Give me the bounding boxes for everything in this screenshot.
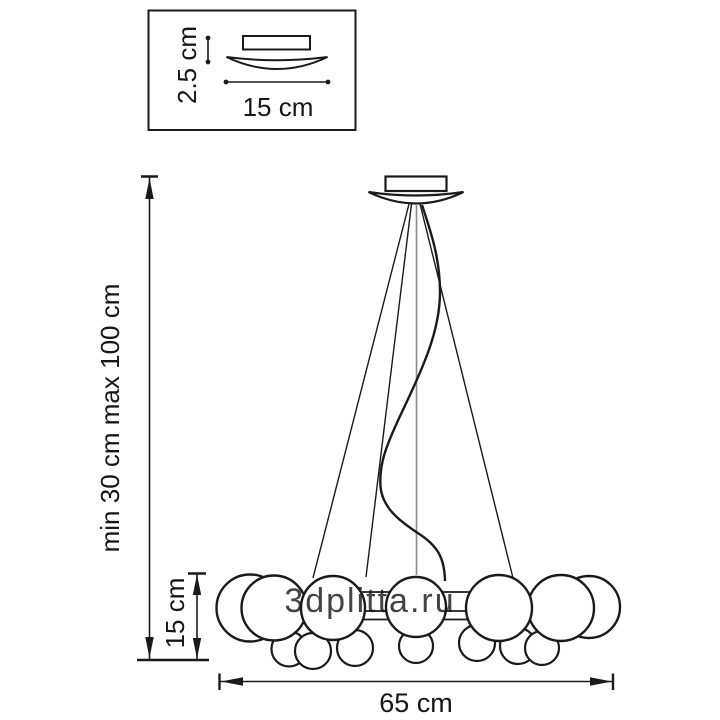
suspension-wire-left xyxy=(312,203,410,579)
glass-ball xyxy=(384,575,448,639)
suspension-wire-midleft xyxy=(365,203,413,578)
power-cord xyxy=(379,204,447,582)
canopy-base xyxy=(384,175,448,193)
width-label: 65 cm xyxy=(379,688,453,718)
inset-height-label: 2.5 cm xyxy=(172,26,202,104)
inset-height-dimension xyxy=(205,35,211,65)
glass-ball xyxy=(526,573,596,643)
inset-width-dimension xyxy=(223,79,331,85)
cluster-height-label: 15 cm xyxy=(160,578,190,649)
arrow-down xyxy=(192,638,202,659)
arrow-up xyxy=(145,178,154,199)
arrow-right xyxy=(590,677,612,686)
suspension-wire-right xyxy=(419,203,514,579)
dim-dot xyxy=(325,79,331,85)
arrow-up xyxy=(192,574,202,595)
dim-dot xyxy=(205,59,211,65)
inset-canopy-base xyxy=(242,35,311,51)
dim-dot xyxy=(205,35,211,41)
cluster-height-dimension: 15 cm xyxy=(160,572,206,659)
glass-ball xyxy=(299,574,367,642)
suspension-dimension: min 30 cm max 100 cm xyxy=(95,175,209,662)
watermark-text: 3dplitta.ru xyxy=(284,582,455,620)
canopy-inset: 2.5 cm 15 cm xyxy=(147,9,357,131)
arrow-down xyxy=(145,637,154,658)
dim-dot xyxy=(223,79,229,85)
inset-border xyxy=(147,9,357,131)
inset-width-label: 15 cm xyxy=(243,92,314,122)
canopy-dish xyxy=(368,190,464,205)
width-dimension: 65 cm xyxy=(218,673,615,718)
arrow-left xyxy=(221,677,243,686)
suspension-dimension-label: min 30 cm max 100 cm xyxy=(95,284,125,553)
chandelier-drawing xyxy=(215,175,622,671)
glass-ball xyxy=(464,573,534,643)
large-glass-balls xyxy=(215,573,622,643)
inset-canopy-dish xyxy=(226,56,328,70)
